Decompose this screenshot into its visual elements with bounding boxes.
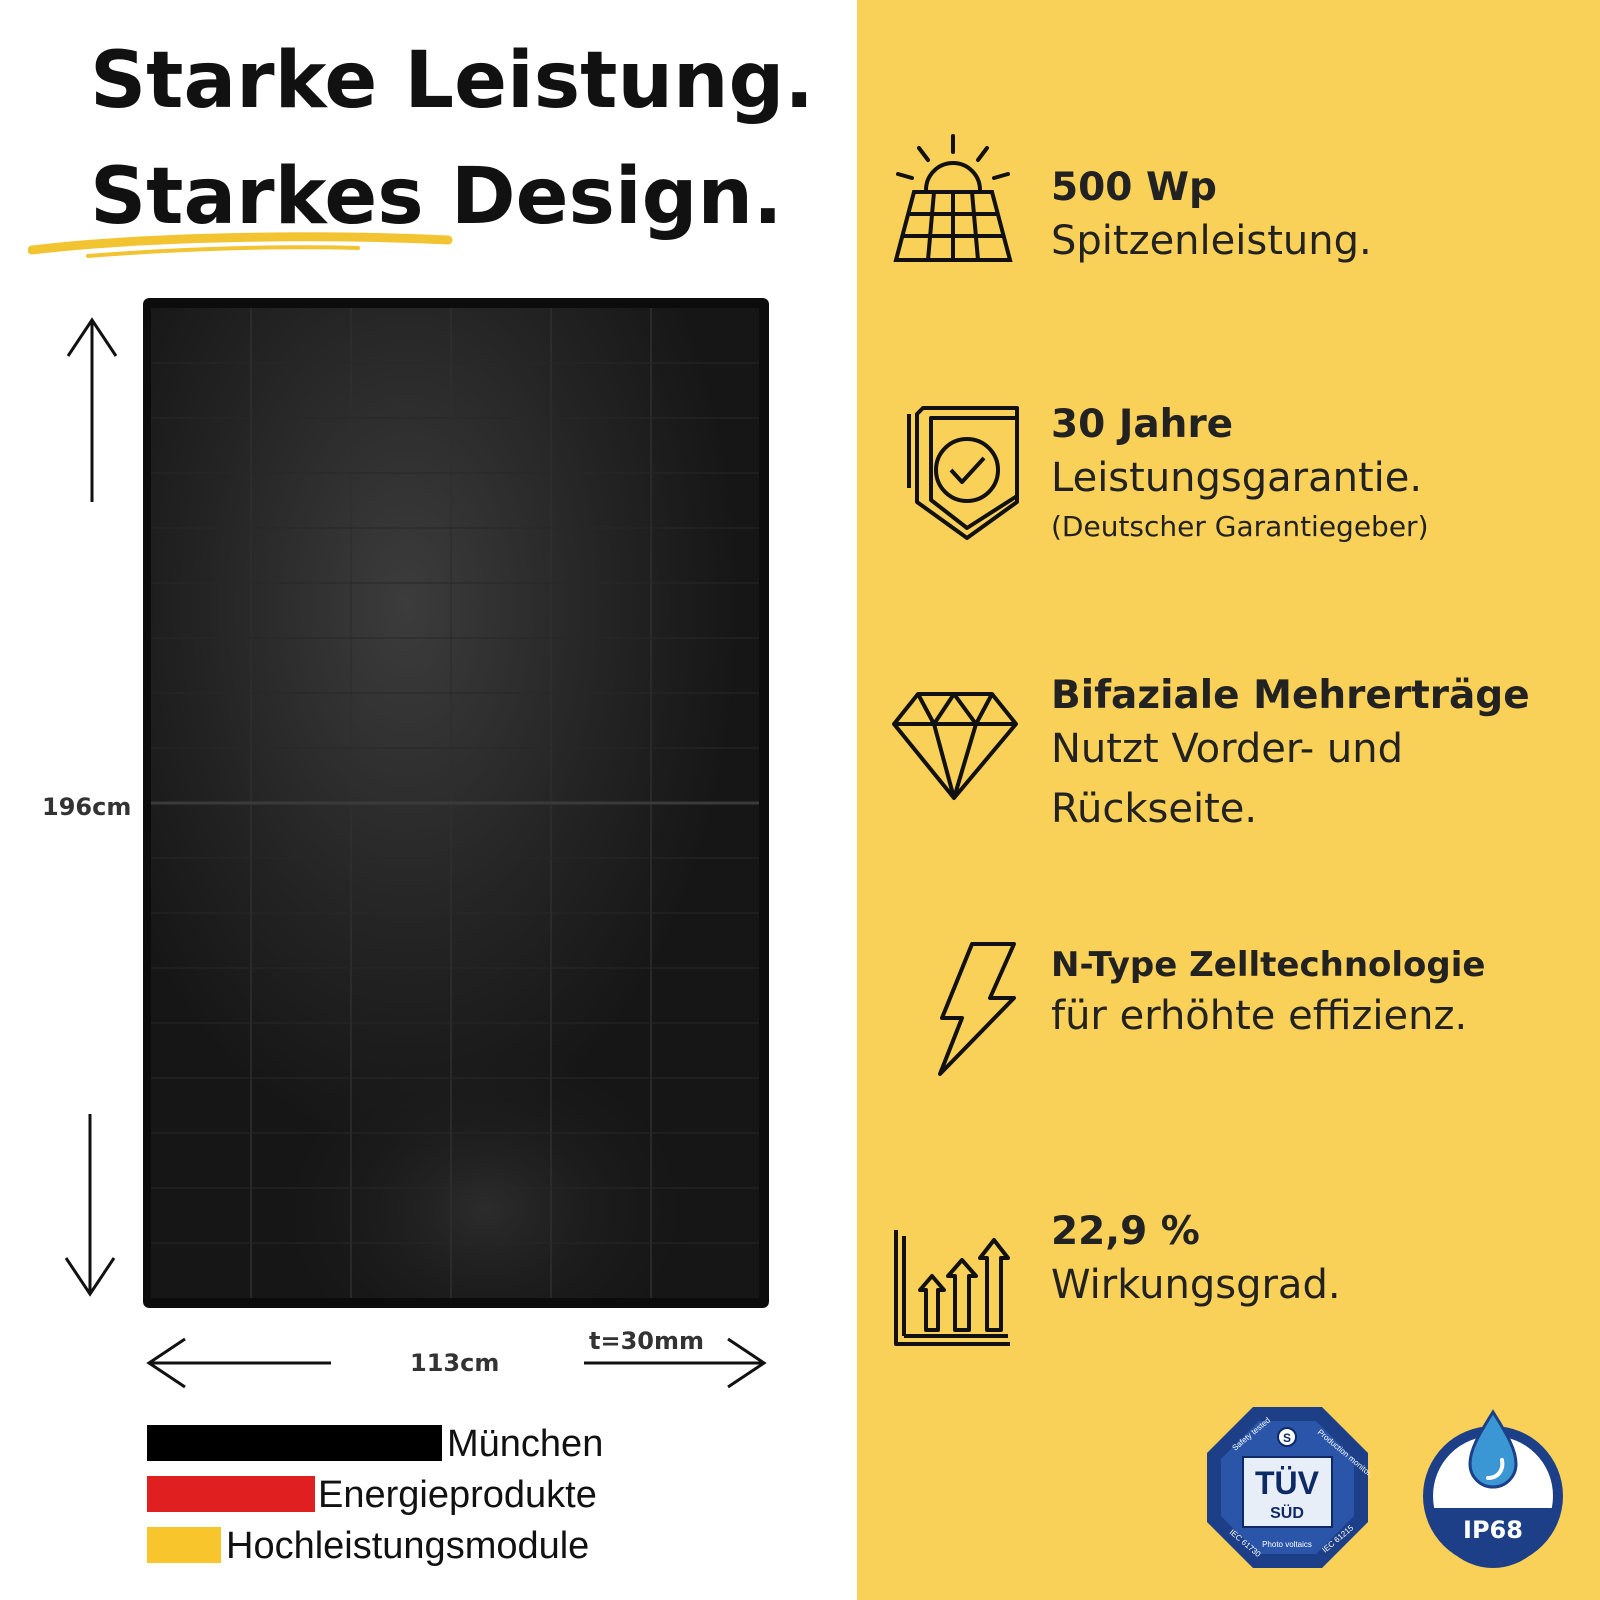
width-arrow-right [584,1337,767,1389]
width-label: 113cm [410,1349,500,1377]
feature-4: N-Type Zelltechnologie für erhöhte effiz… [1051,948,1485,1046]
headline-line-2: Starkes Design. [90,152,783,242]
solar-panel-image [143,298,769,1308]
solar-panel-icon [893,134,1013,262]
feature-1-text: Spitzenleistung. [1051,218,1372,264]
tuv-sud-badge: TÜV SÜD S Safety tested Production monit… [1207,1407,1370,1568]
feature-3: Bifaziale Mehrerträge Nutzt Vorder- und … [1051,676,1530,839]
svg-text:TÜV: TÜV [1255,1465,1320,1501]
height-arrow-up [66,317,118,502]
growth-chart-icon [894,1230,1010,1346]
feature-2: 30 Jahre Leistungsgarantie. (Deutscher G… [1051,405,1429,546]
lightning-icon [938,942,1016,1076]
ip68-label: IP68 [1463,1516,1523,1544]
headline-line-1: Starke Leistung. [90,36,814,126]
brand-line-2: Energieprodukte [318,1474,597,1516]
feature-4-title: N-Type Zelltechnologie [1051,945,1486,985]
flag-bar-black [147,1425,442,1461]
feature-5-title: 22,9 % [1051,1209,1200,1254]
diamond-icon [892,692,1018,800]
width-arrow-left [146,1337,331,1389]
feature-2-text: Leistungsgarantie. [1051,455,1423,501]
right-panel [857,0,1600,1600]
height-arrow-down [64,1114,116,1297]
feature-3-title: Bifaziale Mehrerträge [1051,673,1530,718]
feature-3-text-2: Rückseite. [1051,786,1258,832]
warranty-shield-icon [907,406,1019,540]
svg-text:S: S [1283,1431,1291,1445]
brand-line-1: München [447,1423,604,1465]
flag-bar-red [147,1476,315,1512]
feature-1-title: 500 Wp [1051,165,1217,210]
feature-4-text: für erhöhte effizienz. [1051,993,1468,1039]
feature-3-text-1: Nutzt Vorder- und [1051,726,1403,772]
height-label: 196cm [42,793,132,821]
svg-text:SÜD: SÜD [1270,1503,1304,1522]
feature-5-text: Wirkungsgrad. [1051,1262,1341,1308]
ip68-badge: IP68 [1423,1409,1563,1568]
brand-line-3: Hochleistungsmodule [226,1525,590,1567]
flag-bar-gold [147,1527,221,1563]
feature-5: 22,9 % Wirkungsgrad. [1051,1212,1341,1315]
feature-1: 500 Wp Spitzenleistung. [1051,168,1372,271]
yellow-underline [28,232,453,258]
feature-2-note: (Deutscher Garantiegeber) [1051,510,1429,543]
thickness-label: t=30mm [589,1327,704,1355]
feature-2-title: 30 Jahre [1051,402,1234,447]
svg-text:Photo voltaics: Photo voltaics [1262,1540,1312,1549]
